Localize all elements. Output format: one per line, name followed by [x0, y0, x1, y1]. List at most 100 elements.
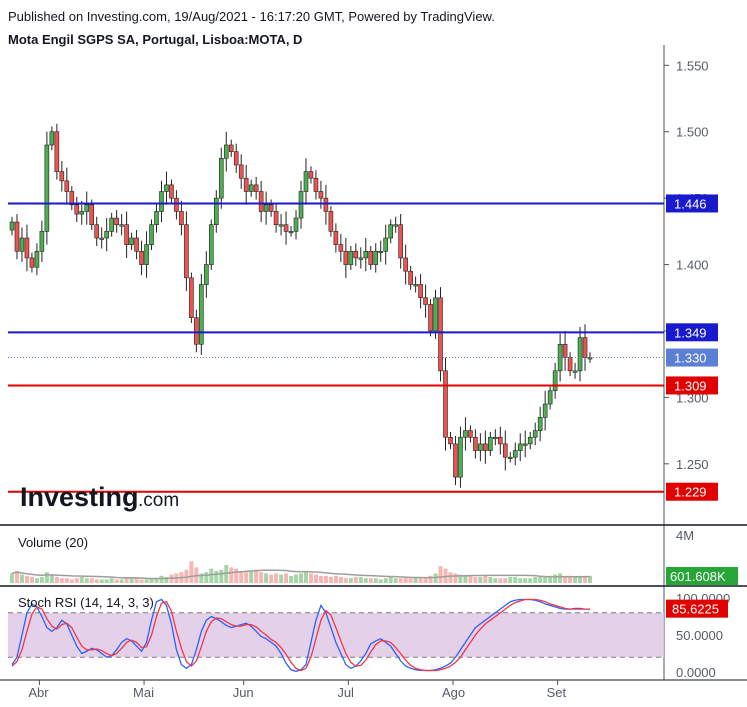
volume-bar [308, 573, 313, 583]
candle-body [44, 144, 50, 232]
volume-last-tag: 601.608K [670, 569, 726, 584]
volume-bar [199, 573, 204, 583]
volume-bar [54, 577, 59, 583]
volume-bar [453, 573, 458, 583]
volume-bar [289, 575, 294, 583]
candle-body [84, 204, 90, 212]
price-tick-1.550: 1.550 [676, 58, 709, 73]
volume-bar [154, 578, 159, 583]
candle-body [478, 443, 483, 451]
candle-body [159, 191, 164, 212]
candle-body [9, 221, 15, 231]
candle-body [552, 370, 558, 392]
volume-bar [89, 578, 94, 583]
volume-bar [239, 571, 244, 583]
candle-body [228, 144, 234, 152]
candle-body [74, 204, 80, 215]
candle-body [448, 436, 453, 445]
volume-bar [493, 578, 498, 583]
candle-body [488, 436, 493, 451]
candle-body [19, 237, 25, 252]
volume-bar [323, 575, 328, 583]
candle-body [353, 250, 359, 259]
candle-body [29, 257, 35, 268]
volume-bars-group [10, 561, 592, 583]
volume-bar [588, 575, 592, 583]
volume-bar [498, 578, 503, 583]
volume-bar [468, 575, 473, 583]
candle-body [373, 250, 379, 265]
volume-bar [513, 577, 518, 583]
volume-bar [64, 578, 69, 583]
candle-body [403, 257, 408, 272]
volume-bar [553, 574, 558, 583]
volume-bar [69, 579, 74, 583]
volume-bar [343, 578, 348, 583]
volume-bar [219, 569, 224, 583]
time-tick-Jul: Jul [337, 685, 354, 700]
candle-body [408, 270, 413, 285]
rsi-tick-0.0000: 0.0000 [676, 665, 716, 680]
rsi-last-tag: 85.6225 [672, 602, 719, 617]
volume-tick-4M: 4M [676, 528, 694, 543]
candle-body [493, 436, 498, 440]
volume-panel-title: Volume (20) [18, 535, 88, 550]
volume-bar [39, 577, 44, 583]
candle-body [263, 204, 269, 212]
level-tag-1.349: 1.349 [674, 325, 707, 340]
volume-bar [189, 561, 194, 583]
volume-bar [114, 579, 119, 583]
volume-bar [234, 568, 239, 583]
candle-body [512, 450, 518, 458]
volume-bar [348, 578, 353, 583]
volume-bar [573, 577, 578, 583]
volume-bar [224, 565, 229, 583]
volume-bar [159, 575, 164, 583]
candle-body [443, 370, 448, 438]
candle-body [358, 257, 364, 260]
volume-bar [318, 575, 323, 583]
logo-suffix: .com [138, 490, 179, 511]
volume-bar [134, 578, 139, 583]
volume-bar [518, 578, 523, 583]
logo-wordmark: Investing [20, 482, 139, 512]
candle-body [572, 370, 578, 373]
candle-body [293, 217, 299, 232]
candle-body [139, 250, 144, 265]
volume-bar [353, 577, 358, 583]
candle-body [413, 284, 418, 287]
volume-bar [294, 574, 299, 583]
volume-bar [10, 573, 14, 583]
candle-body [542, 403, 548, 418]
candle-body [14, 221, 20, 252]
volume-bar [388, 577, 393, 583]
candle-body [134, 237, 139, 252]
volume-bar [448, 572, 453, 583]
candle-body [567, 357, 573, 372]
candle-body [268, 204, 274, 212]
volume-bar [259, 572, 264, 583]
volume-bar [264, 573, 269, 583]
volume-bar [19, 574, 24, 583]
volume-bar [538, 577, 543, 583]
volume-bar [279, 574, 284, 583]
volume-bar [14, 571, 19, 583]
candle-body [473, 436, 478, 451]
volume-bar [533, 577, 538, 583]
last-price-tag: 1.330 [674, 351, 707, 366]
candle-body [213, 197, 219, 226]
stoch-rsi-band [8, 612, 664, 658]
level-tag-bg-1.229 [666, 482, 718, 501]
volume-bar [338, 577, 343, 583]
candle-body [278, 224, 284, 227]
candle-body [124, 224, 129, 245]
candle-body [323, 197, 329, 212]
candle-body [104, 231, 109, 239]
last-price-tag-bg [666, 348, 718, 367]
candle-body [64, 180, 70, 192]
level-tag-1.229: 1.229 [674, 485, 707, 500]
candle-body [273, 211, 279, 226]
candle-body [169, 184, 174, 199]
rsi-tag-bg [666, 599, 728, 618]
